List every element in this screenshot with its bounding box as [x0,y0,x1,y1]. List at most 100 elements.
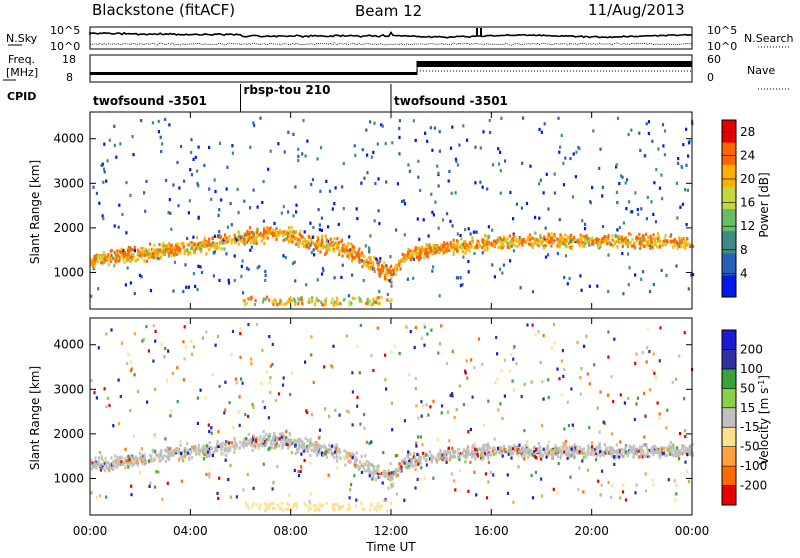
heatmap-cell [301,301,304,305]
colorbar-tick-label: 24 [740,148,755,162]
heatmap-cell [484,472,488,476]
heatmap-cell [483,248,486,252]
heatmap-cell [154,248,157,252]
heatmap-cell [691,453,695,457]
heatmap-cell [512,249,515,253]
heatmap-cell [553,191,556,195]
heatmap-cell [500,116,503,120]
heatmap-cell [398,259,401,263]
heatmap-cell [466,452,469,456]
heatmap-cell [579,451,583,455]
heatmap-cell [197,215,200,219]
heatmap-cell [406,466,409,470]
heatmap-cell [595,240,598,244]
heatmap-cell [358,256,361,260]
heatmap-cell [241,259,244,263]
heatmap-cell [601,224,605,229]
heatmap-cell [410,459,413,463]
heatmap-cell [93,265,96,270]
heatmap-cell [638,241,641,245]
heatmap-cell [97,287,100,291]
heatmap-cell [281,501,284,506]
heatmap-cell [348,300,351,304]
heatmap-cell [674,244,677,248]
heatmap-cell [584,242,587,246]
heatmap-cell [338,252,341,256]
heatmap-cell [540,477,543,481]
heatmap-cell [226,448,229,452]
heatmap-cell [558,150,561,154]
heatmap-cell [383,261,386,265]
heatmap-cell [221,441,224,445]
heatmap-cell [648,290,652,294]
heatmap-cell [640,239,643,243]
heatmap-cell [396,468,399,472]
heatmap-cell [685,127,688,131]
heatmap-cell [352,250,355,254]
heatmap-cell [566,453,570,457]
heatmap-cell [237,211,240,215]
heatmap-cell [647,131,650,136]
heatmap-cell [688,445,691,449]
heatmap-cell [333,202,336,206]
heatmap-cell [272,233,275,237]
station-title: Blackstone (fitACF) [92,1,235,19]
heatmap-cell [252,486,255,490]
heatmap-cell [522,451,525,455]
heatmap-cell [489,470,492,474]
heatmap-cell [562,446,565,450]
heatmap-cell [467,259,470,264]
heatmap-cell [182,455,185,459]
heatmap-cell [592,453,595,457]
heatmap-cell [680,245,683,249]
heatmap-cell [683,444,686,448]
heatmap-cell [242,237,245,241]
heatmap-cell [654,220,658,224]
heatmap-cell [581,451,584,455]
heatmap-cell [264,297,267,301]
heatmap-cell [556,454,559,458]
heatmap-cell [125,231,128,235]
heatmap-cell [150,454,153,459]
heatmap-cell [423,255,426,259]
heatmap-cell [165,245,168,249]
heatmap-cell [148,484,151,488]
heatmap-cell [607,393,610,397]
heatmap-cell [512,357,515,361]
heatmap-cell [598,430,601,434]
heatmap-cell [618,450,621,454]
heatmap-cell [152,359,155,363]
heatmap-cell [331,503,334,507]
heatmap-cell [119,250,122,254]
heatmap-cell [218,278,221,282]
heatmap-cell [526,444,529,448]
colorbar-tick-label: -100 [740,459,767,473]
heatmap-cell [652,453,655,457]
heatmap-cell [518,239,521,243]
heatmap-cell [579,376,582,380]
heatmap-cell [368,248,371,252]
heatmap-cell [126,362,129,366]
heatmap-cell [466,243,469,247]
heatmap-cell [454,247,457,251]
heatmap-cell [491,243,494,247]
heatmap-cell [300,234,303,238]
heatmap-cell [508,242,512,247]
heatmap-cell [414,138,417,142]
heatmap-cell [566,245,569,249]
heatmap-cell [683,397,686,401]
x-tick-label: 12:00 [374,524,409,538]
heatmap-cell [679,449,682,453]
heatmap-cell [588,382,591,386]
heatmap-cell [477,242,480,246]
heatmap-cell [661,452,664,456]
heatmap-cell [288,299,292,303]
heatmap-cell [540,130,543,134]
heatmap-cell [147,459,151,463]
heatmap-cell [487,225,490,229]
heatmap-cell [615,443,618,447]
heatmap-cell [318,447,321,451]
heatmap-cell [199,453,202,457]
heatmap-cell [116,463,119,467]
heatmap-cell [466,376,469,380]
